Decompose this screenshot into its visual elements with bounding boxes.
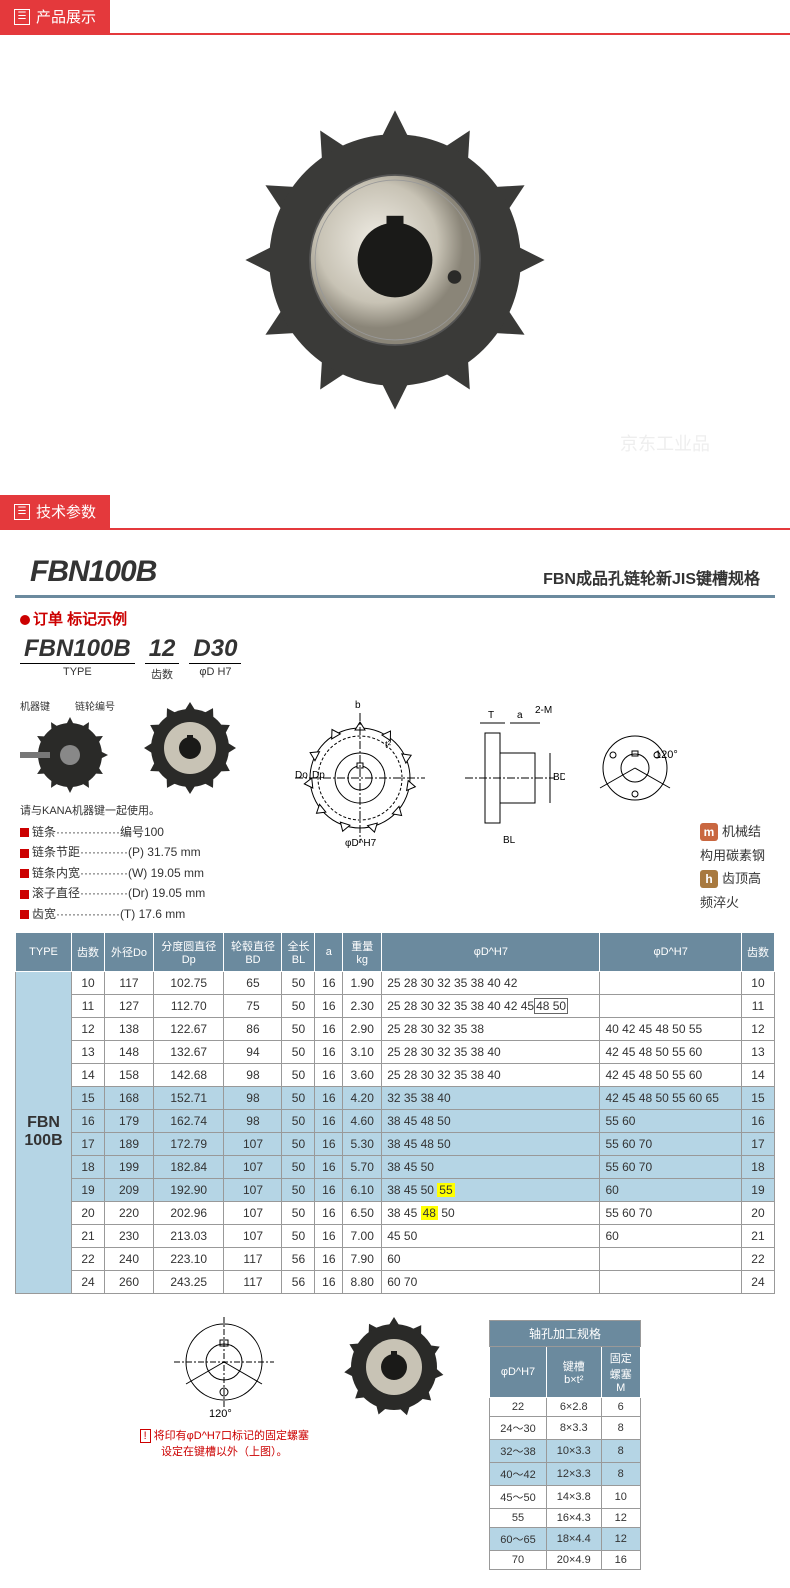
bore-table-title: 轴孔加工规格 xyxy=(490,1320,640,1346)
material-legend: m机械结构用碳素钢h齿顶高频淬火 xyxy=(700,820,770,914)
sprocket-thumb-2 xyxy=(334,1312,454,1422)
product-subtitle: FBN成品孔链轮新JIS键槽规格 xyxy=(543,565,760,589)
bore-diagram: 120° xyxy=(164,1312,284,1422)
svg-text:120°: 120° xyxy=(209,1408,232,1420)
product-photos: 机器键链轮编号 xyxy=(20,698,270,798)
section-tab: ☰ 技术参数 xyxy=(0,495,110,528)
main-spec-table: TYPE齿数外径Do分度圆直径Dp轮毂直径BD全长BLa重量kgφD^H7φD^… xyxy=(15,932,775,1294)
specs-list: 链条················编号100链条节距············(… xyxy=(20,822,270,924)
section-title: 产品展示 xyxy=(36,6,96,27)
svg-text:b: b xyxy=(355,700,361,711)
bore-spec-table: 轴孔加工规格 φD^H7键槽b×t²固定螺塞M 226×2.8624～308×3… xyxy=(489,1320,640,1570)
sprocket-thumb xyxy=(135,698,245,798)
mid-section: 机器键链轮编号 请与KANA机器键一起使用。 链条···············… xyxy=(0,698,790,924)
tech-diagrams: Do Dp b t² φD^H7 Ta 2-M BD BL 120° xyxy=(285,698,685,848)
section-header-display: ☰ 产品展示 xyxy=(0,0,790,35)
svg-text:t²: t² xyxy=(385,740,392,751)
svg-text:Dp: Dp xyxy=(312,770,325,781)
section-tab: ☰ 产品展示 xyxy=(0,0,110,33)
svg-text:a: a xyxy=(517,710,523,721)
svg-text:120°: 120° xyxy=(655,749,678,761)
section-title: 技术参数 xyxy=(36,501,96,522)
product-code-heading: FBN100B xyxy=(30,555,156,589)
angle-diagram: 120° xyxy=(585,708,685,838)
svg-text:φD^H7: φD^H7 xyxy=(345,838,377,848)
watermark-text: 京东工业品 xyxy=(620,430,710,456)
svg-text:T: T xyxy=(488,710,494,721)
order-note: 请与KANA机器键一起使用。 xyxy=(20,802,270,818)
svg-text:BL: BL xyxy=(503,835,516,846)
section-header-params: ☰ 技术参数 xyxy=(0,495,790,530)
bottom-section: 120° !将印有φD^H7口标记的固定螺塞设定在键槽以外（上图）。 轴孔加工规… xyxy=(0,1302,790,1588)
order-label: 订单 标记示例 xyxy=(20,608,770,629)
svg-text:BD: BD xyxy=(553,772,565,783)
order-example: FBN100BTYPE12齿数D30φD H7 xyxy=(20,635,770,682)
title-row: FBN100B FBN成品孔链轮新JIS键槽规格 xyxy=(15,545,775,598)
order-section: 订单 标记示例 FBN100BTYPE12齿数D30φD H7 xyxy=(0,598,790,698)
list-icon: ☰ xyxy=(14,9,30,25)
front-diagram: Do Dp b t² φD^H7 xyxy=(285,698,435,848)
svg-text:Do: Do xyxy=(295,770,308,781)
bore-note: !将印有φD^H7口标记的固定螺塞设定在键槽以外（上图）。 xyxy=(134,1427,314,1459)
svg-text:2-M: 2-M xyxy=(535,705,552,716)
product-image-container: 京东工业品 xyxy=(0,50,790,495)
sprocket-product-image xyxy=(225,90,565,430)
list-icon: ☰ xyxy=(14,504,30,520)
side-diagram: Ta 2-M BD BL xyxy=(455,698,565,848)
